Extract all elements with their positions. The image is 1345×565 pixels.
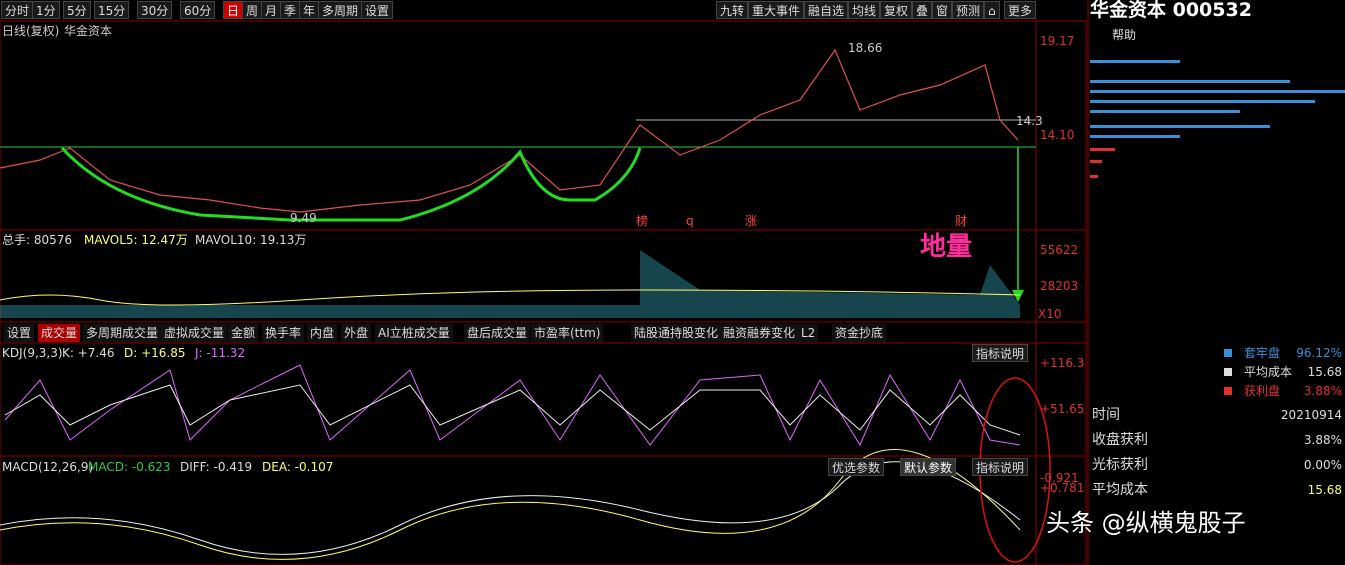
button[interactable]: 指标说明 [972,344,1029,362]
axis-label: +0.781 [1040,481,1085,495]
legend-label: 获利盘 [1244,384,1281,398]
button[interactable]: 指标说明 [972,458,1029,476]
info-value: 15.68 [1307,483,1342,497]
button[interactable]: 优选参数 [828,458,885,476]
kdj-name: KDJ(9,3,3) [2,346,63,360]
vol-total: 总手: 80576 [2,233,73,247]
tab[interactable]: 成交量 [38,324,81,342]
marker: 财 [955,214,968,228]
tab[interactable]: L2 [798,324,819,342]
tab[interactable]: 陆股通持股变化 [631,324,722,342]
high-label: 18.66 [848,41,883,55]
kdj-d: D: +16.85 [124,346,186,360]
macd-dea: DEA: -0.107 [262,460,334,474]
toolbar-button[interactable]: 复权 [880,1,913,19]
toolbar-button[interactable]: 预测 [952,1,985,19]
tab[interactable]: 外盘 [341,324,372,342]
price-label: 14.3 [1016,114,1043,128]
low-label: 9.49 [290,211,317,225]
legend-value: 15.68 [1307,365,1342,379]
info-label: 光标获利 [1092,457,1148,473]
info-value: 20210914 [1280,408,1342,422]
axis-label: 28203 [1040,279,1079,293]
toolbar-button[interactable]: 设置 [361,1,394,19]
annotation: 地量 [920,232,973,262]
tab[interactable]: 换手率 [262,324,305,342]
button[interactable]: 默认参数 [900,458,957,476]
toolbar-button[interactable]: 年 [299,1,320,19]
info-label: 平均成本 [1092,482,1148,498]
marker: 涨 [745,214,758,228]
macd-value: MACD: -0.623 [88,460,171,474]
kdj-k: K: +7.46 [62,346,115,360]
toolbar-button[interactable]: 更多 [1004,1,1037,19]
tab[interactable]: 内盘 [307,324,338,342]
legend-label: 套牢盘 [1244,346,1281,360]
toolbar-button[interactable]: 15分 [94,1,130,19]
tab[interactable]: 多周期成交量 [83,324,162,342]
toolbar-button[interactable]: 季 [280,1,301,19]
toolbar-button[interactable]: 月 [261,1,282,19]
legend-value: 96.12% [1296,346,1342,360]
vol-ma10: MAVOL10: 19.13万 [195,233,307,247]
kdj-j: J: -11.32 [195,346,246,360]
stock-name: 华金资本 [64,24,113,38]
toolbar-button[interactable]: 分时 [1,1,34,19]
axis-label: +51.65 [1040,402,1085,416]
tab[interactable]: 盘后成交量 [464,324,531,342]
toolbar-button[interactable]: 融自选 [804,1,849,19]
axis-label: -0.921 [1040,471,1079,485]
axis-label: +116.3 [1040,356,1085,370]
toolbar-button[interactable]: 均线 [848,1,881,19]
help[interactable]: 帮助 [1112,28,1137,42]
marker: 榜 [636,214,649,228]
toolbar-button[interactable]: 30分 [137,1,173,19]
toolbar-button[interactable]: ⌂ [984,1,1000,19]
vol-ma5: MAVOL5: 12.47万 [84,233,188,247]
tab[interactable]: 设置 [4,324,35,342]
watermark: 头条 @纵横鬼股子 [1046,509,1246,537]
tab[interactable]: 虚拟成交量 [161,324,228,342]
marker: q [686,214,694,228]
info-value: 0.00% [1303,458,1342,472]
stock-title: 华金资本 000532 [1090,0,1252,21]
tab[interactable]: 市盈率(ttm) [531,324,604,342]
toolbar-button[interactable]: 九转 [716,1,749,19]
toolbar-button[interactable]: 日 [223,1,244,19]
axis-label: X10 [1038,307,1062,321]
tab[interactable]: 融资融券变化 [720,324,799,342]
axis-label: 19.17 [1040,34,1075,48]
legend-label: 平均成本 [1244,365,1293,379]
tab[interactable]: 金额 [228,324,259,342]
tab[interactable]: 资金抄底 [832,324,887,342]
toolbar-button[interactable]: 5分 [63,1,91,19]
toolbar-button[interactable]: 周 [242,1,263,19]
macd-diff: DIFF: -0.419 [180,460,253,474]
toolbar-button[interactable]: 重大事件 [748,1,805,19]
toolbar-button[interactable]: 60分 [180,1,216,19]
toolbar-button[interactable]: 1分 [32,1,60,19]
toolbar-button[interactable]: 多周期 [318,1,363,19]
info-label: 时间 [1092,407,1120,423]
toolbar-button[interactable]: 叠 [912,1,933,19]
panel-title: 日线(复权) [2,24,60,38]
info-label: 收盘获利 [1092,432,1148,448]
axis-label: 14.10 [1040,128,1075,142]
legend-value: 3.88% [1303,384,1342,398]
tab[interactable]: AI立桩成交量 [375,324,453,342]
axis-label: 55622 [1040,243,1079,257]
macd-name: MACD(12,26,9) [2,460,94,474]
info-value: 3.88% [1303,433,1342,447]
toolbar-button[interactable]: 窗 [932,1,953,19]
